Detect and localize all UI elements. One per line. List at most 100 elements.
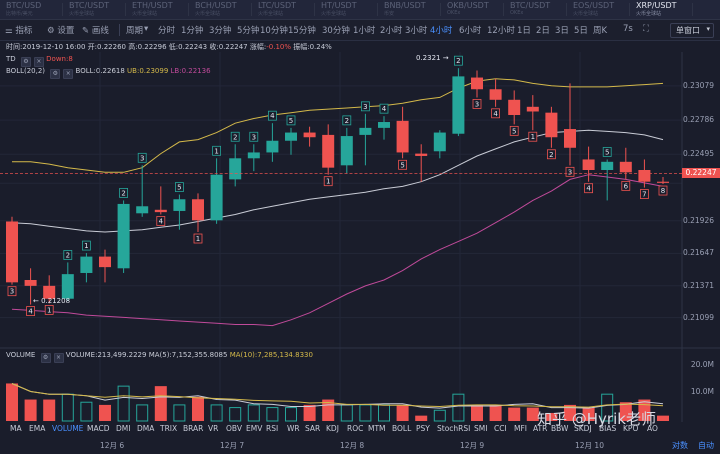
td-close-icon[interactable]: × bbox=[33, 57, 44, 67]
interval-tab[interactable]: 1小时 bbox=[353, 26, 376, 36]
indicator-tab[interactable]: KPO bbox=[623, 424, 639, 433]
indicator-tab[interactable]: SMI bbox=[474, 424, 488, 433]
indicator-tabs: MA EMA VOLUME MACD DMI DMA TRIX BRAR VR OBV EMV RSI… bbox=[0, 424, 680, 436]
boll-settings-icon[interactable]: ⚙ bbox=[50, 69, 61, 79]
volume-close-icon[interactable]: × bbox=[53, 353, 64, 363]
interval-tab[interactable]: 5日 bbox=[574, 26, 588, 36]
pair-symbol: OKB/USDT bbox=[447, 1, 489, 10]
interval-tab[interactable]: 5分钟 bbox=[237, 26, 260, 36]
indicator-tab[interactable]: EMV bbox=[246, 424, 263, 433]
volume-bar bbox=[43, 399, 56, 421]
boll-close-icon[interactable]: × bbox=[63, 69, 74, 79]
td-marker-box bbox=[472, 99, 482, 109]
pair-divider bbox=[62, 3, 63, 16]
interval-tab[interactable]: 2小时 bbox=[380, 26, 403, 36]
pair-tab[interactable]: ETH/USDT 火币全球站 bbox=[126, 0, 189, 19]
period-dropdown-icon[interactable]: ▾ bbox=[144, 24, 149, 34]
td-marker-label: 6 bbox=[624, 182, 629, 190]
pair-tab[interactable]: BNB/USDT 币安 bbox=[378, 0, 441, 19]
td-marker-box bbox=[640, 189, 649, 199]
pair-tab[interactable]: BTC/USDT 火币全球站 bbox=[63, 0, 126, 19]
pair-tab[interactable]: HT/USDT 火币全球站 bbox=[315, 0, 378, 19]
indicator-tab[interactable]: MA bbox=[10, 424, 22, 433]
indicator-tab[interactable]: CCI bbox=[494, 424, 507, 433]
interval-tab[interactable]: 10分钟 bbox=[260, 26, 288, 36]
chart-mode-select[interactable]: 单窗口 ▾ bbox=[670, 23, 714, 38]
interval-tab[interactable]: 3分钟 bbox=[209, 26, 232, 36]
indicator-tab[interactable]: WR bbox=[287, 424, 300, 433]
interval-tab[interactable]: 6小时 bbox=[459, 26, 482, 36]
indicator-tab[interactable]: RSI bbox=[266, 424, 279, 433]
indicator-tab[interactable]: EMA bbox=[29, 424, 46, 433]
pair-tab[interactable]: BCH/USDT 火币全球站 bbox=[189, 0, 252, 19]
indicator-tab[interactable]: BIAS bbox=[599, 424, 617, 433]
indicator-tab[interactable]: TRIX bbox=[160, 424, 178, 433]
indicator-tab[interactable]: DMA bbox=[137, 424, 155, 433]
close-value: 0.22247 bbox=[218, 43, 248, 51]
indicator-tab[interactable]: PSY bbox=[416, 424, 430, 433]
indicator-tab[interactable]: BRAR bbox=[183, 424, 204, 433]
indicator-tab[interactable]: BBW bbox=[551, 424, 569, 433]
draw-button[interactable]: ✎ 画线 bbox=[82, 24, 109, 36]
pair-tab[interactable]: BTC/USD 比特币/美元 bbox=[0, 0, 63, 19]
auto-scale-toggle[interactable]: 自动 bbox=[698, 441, 714, 450]
td-marker-label: 1 bbox=[47, 306, 51, 314]
td-marker-label: 3 bbox=[252, 133, 256, 141]
volume-indicator-row: VOLUME ⚙ × VOLUME:213,499.2229 MA(5):7,15… bbox=[6, 351, 313, 363]
indicator-tab[interactable]: StochRSI bbox=[437, 424, 471, 433]
interval-tab[interactable]: 30分钟 bbox=[322, 26, 350, 36]
change-label: 涨幅: bbox=[249, 43, 267, 51]
settings-button[interactable]: ⚙ 设置 bbox=[47, 24, 74, 36]
price-axis-label: 0.22495 bbox=[682, 149, 714, 159]
indicator-tab[interactable]: BOLL bbox=[392, 424, 412, 433]
indicator-tab[interactable]: SKDJ bbox=[574, 424, 592, 433]
interval-tab[interactable]: 2日 bbox=[536, 26, 550, 36]
indicator-tab[interactable]: MFI bbox=[514, 424, 527, 433]
indicator-tab[interactable]: ROC bbox=[347, 424, 364, 433]
indicator-tab[interactable]: DMI bbox=[116, 424, 131, 433]
indicator-tab[interactable]: KDJ bbox=[326, 424, 339, 433]
pair-tab[interactable]: EOS/USDT 火币全球站 bbox=[567, 0, 630, 19]
interval-tab[interactable]: 1分钟 bbox=[181, 26, 204, 36]
indicator-tab[interactable]: VR bbox=[208, 424, 219, 433]
td-marker-label: 2 bbox=[121, 189, 125, 197]
td-marker-box bbox=[342, 115, 352, 126]
td-marker-box bbox=[137, 152, 147, 163]
candle-body bbox=[471, 77, 483, 90]
indicators-button[interactable]: ⚌ 指标 bbox=[5, 24, 32, 36]
fullscreen-icon[interactable]: ⛶ bbox=[643, 24, 649, 34]
pair-tab[interactable]: XRP/USDT 火币全球站 bbox=[630, 0, 693, 19]
interval-tab[interactable]: 3小时 bbox=[405, 26, 428, 36]
interval-tab[interactable]: 12小时 bbox=[487, 26, 515, 36]
interval-tab[interactable]: 1日 bbox=[517, 26, 531, 36]
pair-tab[interactable]: BTC/USDT OKEx bbox=[504, 0, 567, 19]
ohlc-info: 时间:2019-12-10 16:00 开:0.22260 高:0.22296 … bbox=[6, 42, 332, 52]
td-marker-label: 4 bbox=[159, 217, 164, 225]
pair-divider bbox=[629, 3, 630, 16]
indicator-tab[interactable]: ATR bbox=[533, 424, 548, 433]
indicator-tab[interactable]: VOLUME bbox=[52, 424, 84, 433]
volume-bar bbox=[582, 407, 595, 421]
indicator-tab[interactable]: MACD bbox=[87, 424, 110, 433]
td-marker-box bbox=[547, 149, 556, 160]
interval-tab[interactable]: 15分钟 bbox=[288, 26, 316, 36]
gear-icon: ⚙ bbox=[47, 26, 55, 36]
interval-tab[interactable]: 周K bbox=[593, 26, 608, 36]
pair-symbol: ETH/USDT bbox=[132, 1, 173, 10]
pair-tab[interactable]: LTC/USDT 火币全球站 bbox=[252, 0, 315, 19]
pair-divider bbox=[125, 3, 126, 16]
interval-tab[interactable]: 分时 bbox=[158, 26, 176, 36]
log-scale-toggle[interactable]: 对数 bbox=[672, 441, 688, 450]
volume-settings-icon[interactable]: ⚙ bbox=[40, 353, 51, 363]
indicator-tab[interactable]: SAR bbox=[305, 424, 321, 433]
indicator-tab[interactable]: MTM bbox=[368, 424, 386, 433]
indicator-tab[interactable]: OBV bbox=[226, 424, 242, 433]
low-value: 0.22243 bbox=[178, 43, 208, 51]
indicator-tab[interactable]: AO bbox=[647, 424, 658, 433]
interval-tab[interactable]: 4小时 bbox=[430, 26, 453, 36]
interval-tab[interactable]: 3日 bbox=[555, 26, 569, 36]
pair-tab[interactable]: OKB/USDT OKEx bbox=[441, 0, 504, 19]
td-settings-icon[interactable]: ⚙ bbox=[20, 57, 31, 67]
pair-divider bbox=[440, 3, 441, 16]
